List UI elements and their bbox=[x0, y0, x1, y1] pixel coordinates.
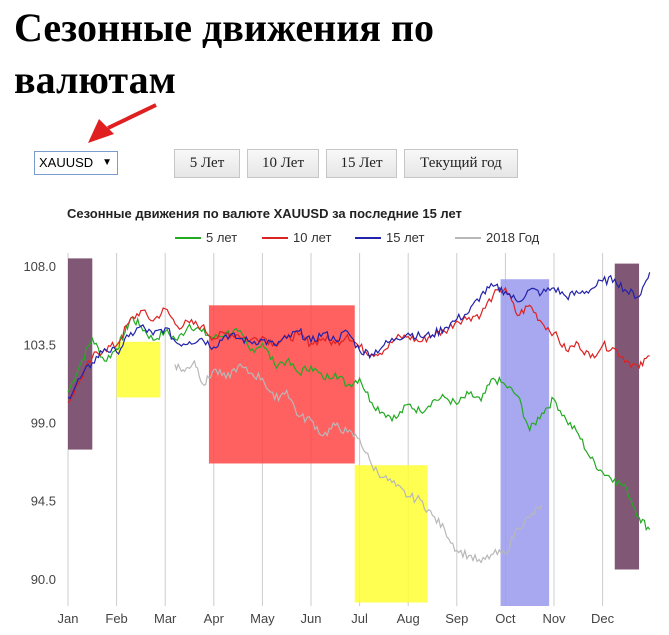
highlight-box bbox=[68, 258, 93, 450]
legend-label: 15 лет bbox=[386, 230, 424, 245]
symbol-select[interactable]: XAUUSD ▼ bbox=[34, 151, 118, 175]
y-tick-label: 99.0 bbox=[31, 416, 56, 431]
highlight-box bbox=[614, 263, 640, 570]
y-tick-label: 103.5 bbox=[23, 337, 56, 352]
dropdown-arrow-icon: ▼ bbox=[102, 157, 112, 168]
period-10-years-button[interactable]: 10 Лет bbox=[247, 149, 319, 178]
series-line bbox=[67, 286, 650, 404]
y-tick-label: 94.5 bbox=[31, 494, 56, 509]
series-line bbox=[67, 272, 651, 400]
highlight-box bbox=[500, 279, 550, 606]
x-tick-label: Feb bbox=[105, 611, 127, 626]
x-tick-label: Nov bbox=[542, 611, 566, 626]
x-tick-label: Oct bbox=[495, 611, 516, 626]
highlight-box bbox=[116, 341, 161, 398]
legend-label: 2018 Год bbox=[486, 230, 540, 245]
series-line bbox=[174, 359, 543, 564]
red-arrow-head-icon bbox=[88, 119, 114, 143]
y-tick-label: 90.0 bbox=[31, 572, 56, 587]
period-15-years-button[interactable]: 15 Лет bbox=[326, 149, 397, 178]
seasonal-chart: 108.0 103.5 99.0 94.5 90.0 Jan Feb Mar Apr May Jun… bbox=[23, 230, 651, 626]
current-year-button[interactable]: Текущий год bbox=[404, 149, 518, 178]
x-tick-label: Jun bbox=[301, 611, 322, 626]
x-tick-label: May bbox=[250, 611, 275, 626]
x-tick-label: Sep bbox=[445, 611, 468, 626]
legend-label: 5 лет bbox=[206, 230, 237, 245]
chart-title: Сезонные движения по валюте XAUUSD за по… bbox=[67, 206, 462, 221]
series-line bbox=[67, 316, 651, 532]
red-arrow-icon bbox=[107, 103, 157, 130]
x-tick-label: Jul bbox=[351, 611, 368, 626]
symbol-select-value: XAUUSD bbox=[39, 155, 94, 170]
legend-label: 10 лет bbox=[293, 230, 331, 245]
x-tick-label: Jan bbox=[58, 611, 79, 626]
x-tick-label: Dec bbox=[591, 611, 615, 626]
controls-bar: XAUUSD ▼ 5 Лет 10 Лет 15 Лет Текущий год bbox=[34, 149, 634, 181]
highlight-box bbox=[208, 305, 355, 464]
x-tick-label: Apr bbox=[204, 611, 225, 626]
period-5-years-button[interactable]: 5 Лет bbox=[174, 149, 240, 178]
x-tick-label: Mar bbox=[154, 611, 177, 626]
page-title: Сезонные движения по валютам bbox=[14, 5, 434, 102]
y-tick-label: 108.0 bbox=[23, 259, 56, 274]
highlight-box bbox=[354, 465, 428, 603]
x-tick-label: Aug bbox=[397, 611, 420, 626]
